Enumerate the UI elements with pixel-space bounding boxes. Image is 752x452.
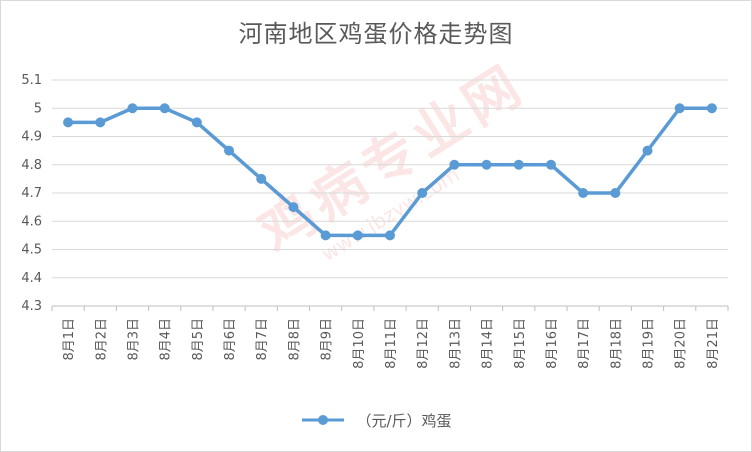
- data-point: [95, 117, 106, 128]
- x-tick-label: 8月18日: [609, 318, 624, 369]
- x-tick-label: 8月11日: [384, 318, 399, 369]
- chart-title: 河南地区鸡蛋价格走势图: [238, 20, 514, 48]
- y-tick-label: 4.9: [21, 130, 42, 145]
- data-point: [224, 145, 235, 156]
- x-tick-label: 8月14日: [481, 318, 496, 369]
- y-tick-label: 4.3: [21, 299, 42, 314]
- data-point: [127, 103, 138, 114]
- x-tick-label: 8月20日: [674, 318, 689, 369]
- legend: （元/斤）鸡蛋: [0, 408, 752, 432]
- series-line: [68, 106, 712, 238]
- x-tick-label: 8月2日: [94, 318, 109, 361]
- data-point: [352, 230, 363, 241]
- data-point: [706, 103, 717, 114]
- x-tick-label: 8月17日: [577, 318, 592, 369]
- x-tick-label: 8月7日: [255, 318, 270, 361]
- x-tick-label: 8月13日: [448, 318, 463, 369]
- data-point: [578, 188, 589, 198]
- legend-label: （元/斤）鸡蛋: [356, 411, 452, 430]
- x-tick-label: 8月12日: [416, 318, 431, 369]
- data-point: [288, 202, 299, 213]
- x-tick-label: 8月1日: [62, 318, 77, 361]
- data-point: [417, 188, 428, 198]
- data-point: [256, 173, 267, 184]
- x-tick-label: 8月5日: [191, 318, 206, 361]
- data-point: [674, 103, 685, 114]
- x-tick-label: 8月16日: [545, 318, 560, 369]
- y-tick-label: 4.7: [21, 186, 42, 201]
- series-layer: [63, 103, 717, 241]
- data-point: [610, 188, 621, 198]
- x-tick-label: 8月4日: [159, 318, 174, 361]
- data-point: [642, 145, 653, 156]
- y-axis-ticks: 4.3 4.4 4.5 4.6 4.7 4.8 4.9 5 5.1: [21, 73, 42, 314]
- x-tick-label: 8月3日: [126, 318, 141, 361]
- data-point: [449, 159, 460, 170]
- data-point: [385, 230, 395, 241]
- data-point: [513, 159, 524, 170]
- y-tick-label: 5.1: [21, 73, 42, 88]
- y-tick-label: 4.6: [21, 214, 42, 229]
- y-tick-label: 4.4: [21, 271, 42, 286]
- x-tick-label: 8月9日: [320, 318, 335, 361]
- data-point: [63, 117, 74, 128]
- x-tick-label: 8月8日: [287, 318, 302, 361]
- data-point: [191, 117, 202, 128]
- x-tick-label: 8月21日: [706, 318, 721, 369]
- x-tick-label: 8月19日: [642, 318, 657, 369]
- x-axis-ticks: 8月1日 8月2日 8月3日 8月4日 8月5日 8月6日 8月7日 8月8日 8月9日 8月10…: [62, 318, 721, 369]
- x-tick-label: 8月6日: [223, 318, 238, 361]
- data-point: [481, 159, 492, 170]
- x-axis: [51, 305, 729, 311]
- y-tick-label: 5: [34, 101, 42, 116]
- legend-line-marker-icon: [302, 415, 345, 425]
- data-point: [320, 230, 331, 241]
- y-tick-label: 4.8: [21, 158, 42, 173]
- data-point: [545, 159, 556, 170]
- data-point: [159, 103, 170, 114]
- y-tick-label: 4.5: [21, 243, 42, 258]
- x-tick-label: 8月15日: [513, 318, 528, 369]
- x-tick-label: 8月10日: [352, 318, 367, 369]
